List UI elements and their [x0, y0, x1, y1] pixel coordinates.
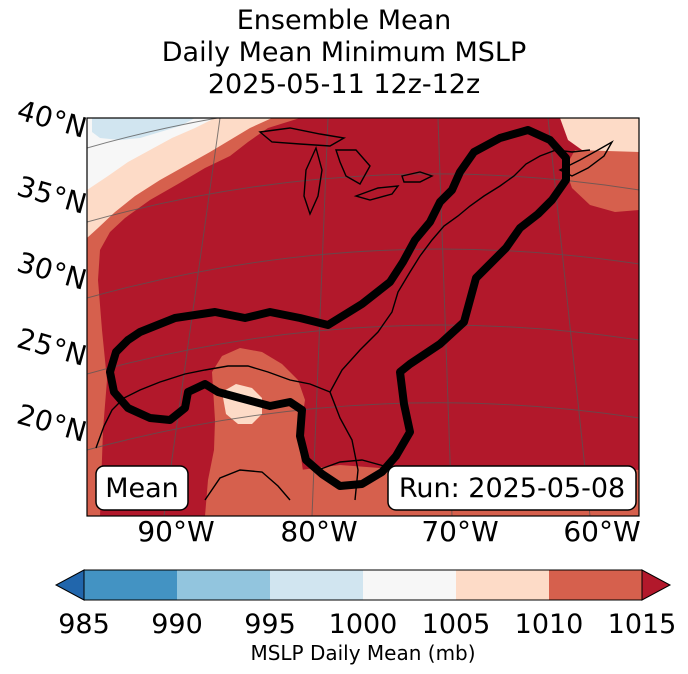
lon-label-70: 70°W	[421, 515, 498, 548]
cbar-tick-995: 995	[244, 609, 296, 640]
lon-label-60: 60°W	[563, 515, 640, 548]
lat-label-35: 35°N	[13, 170, 90, 221]
colorbar-ticks: 985 990 995 1000 1005 1010 1015	[58, 609, 676, 640]
meridian-80	[311, 118, 329, 516]
run-box: Run: 2025-05-08	[387, 465, 637, 511]
coastline-east-us	[329, 149, 591, 501]
parallel-30	[87, 248, 639, 299]
parallel-25	[87, 324, 639, 375]
title-line-1: Ensemble Mean	[236, 5, 452, 36]
colorbar-label: MSLP Daily Mean (mb)	[250, 641, 475, 665]
colorbar-bin-985-990	[84, 570, 177, 600]
title-line-3: 2025-05-11 12z-12z	[207, 69, 481, 100]
lat-label-30: 30°N	[13, 246, 90, 297]
colorbar	[54, 569, 672, 601]
mean-box: Mean	[95, 465, 189, 511]
lon-labels: 90°W 80°W 70°W 60°W	[137, 515, 640, 548]
cbar-tick-1000: 1000	[329, 609, 398, 640]
coastlines	[95, 127, 614, 501]
cbar-tick-1005: 1005	[422, 609, 491, 640]
field-995-1000	[92, 118, 195, 140]
colorbar-extend-high	[641, 569, 672, 601]
lake-huron	[335, 149, 371, 185]
mslp-field	[87, 118, 639, 516]
colorbar-bin-1000-1005	[363, 570, 456, 600]
graticule	[87, 118, 639, 516]
mean-box-frame	[95, 465, 189, 511]
lake-superior	[258, 127, 347, 147]
colorbar-extend-low	[54, 569, 85, 601]
colorbar-bin-990-995	[177, 570, 270, 600]
coastline-yucatan	[204, 469, 291, 501]
lake-erie	[353, 185, 400, 201]
lake-ontario	[401, 171, 434, 183]
nova-scotia	[558, 140, 614, 177]
parallel-20	[87, 402, 639, 451]
meridian-60	[547, 118, 591, 516]
lon-label-80: 80°W	[280, 515, 357, 548]
ensemble-contour	[106, 126, 570, 490]
colorbar-bin-1005-1010	[456, 570, 549, 600]
meridian-70	[437, 118, 453, 516]
cbar-tick-1015: 1015	[608, 609, 677, 640]
colorbar-bin-1010-1015	[549, 570, 642, 600]
title-line-2: Daily Mean Minimum MSLP	[161, 37, 527, 68]
lat-labels: 40°N 35°N 30°N 25°N 20°N	[13, 94, 90, 449]
coastline-gulf	[95, 365, 331, 449]
colorbar-outline	[83, 569, 643, 601]
mean-box-label: Mean	[105, 473, 179, 504]
lake-michigan	[303, 145, 323, 216]
run-box-frame	[387, 465, 637, 511]
map-frame	[86, 117, 640, 517]
cbar-tick-1010: 1010	[515, 609, 584, 640]
cbar-tick-985: 985	[58, 609, 110, 640]
lat-label-20: 20°N	[13, 398, 90, 449]
field-1005-1010-ne	[560, 118, 639, 162]
lat-label-25: 25°N	[13, 322, 90, 373]
run-box-label: Run: 2025-05-08	[399, 473, 625, 504]
colorbar-bin-995-1000	[270, 570, 363, 600]
cbar-tick-990: 990	[151, 609, 203, 640]
lat-label-40: 40°N	[13, 94, 90, 145]
lon-label-90: 90°W	[137, 515, 214, 548]
parallel-40	[87, 118, 639, 149]
field-1010-1015-east	[565, 150, 639, 212]
